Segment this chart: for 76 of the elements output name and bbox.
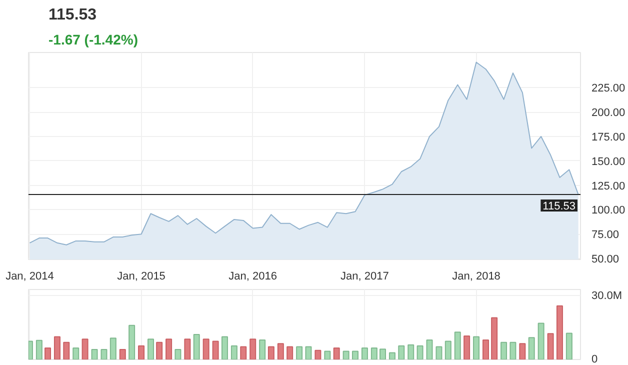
bar	[296, 346, 303, 360]
bar	[314, 350, 322, 360]
y-tick-label: 0	[592, 354, 598, 365]
bar	[240, 346, 247, 360]
bar	[510, 342, 516, 360]
bar	[436, 346, 442, 360]
x-tick-label: Jan, 2015	[117, 270, 166, 282]
x-tick-label: Jan, 2017	[340, 270, 389, 282]
bar	[268, 346, 274, 360]
chart-subtitle: -1.67 (-1.42%)	[48, 32, 138, 48]
bar	[444, 340, 452, 360]
bar	[547, 333, 554, 360]
y-tick-label: 200.00	[592, 107, 626, 120]
bar	[324, 350, 331, 360]
bar	[388, 352, 396, 360]
bar	[193, 334, 200, 360]
bar	[352, 350, 358, 360]
y-tick-label: 225.00	[592, 82, 626, 95]
bar	[100, 349, 108, 360]
bar	[305, 346, 312, 360]
y-tick-label: 150.00	[592, 156, 626, 168]
bar	[259, 339, 266, 360]
x-tick-label: Jan, 2018	[452, 270, 500, 282]
bar	[36, 340, 42, 360]
bar	[82, 338, 88, 360]
bar	[482, 339, 489, 360]
bar	[342, 350, 350, 360]
bar	[398, 345, 405, 360]
ref-line-label: 115.53	[542, 200, 576, 213]
y-tick-label: 30.0M	[592, 290, 622, 302]
bar	[54, 336, 60, 360]
bar	[556, 305, 563, 360]
bar	[128, 324, 136, 360]
bar	[174, 349, 182, 360]
bar	[221, 336, 228, 360]
y-tick-label: 75.00	[592, 229, 620, 242]
bar	[230, 345, 238, 360]
bar	[416, 345, 424, 360]
bar	[212, 340, 219, 360]
x-tick-label: Jan, 2016	[228, 270, 278, 282]
bar	[250, 338, 256, 360]
bar	[408, 344, 414, 360]
bar	[110, 338, 116, 360]
bar	[156, 342, 163, 360]
bar	[528, 337, 535, 360]
bar	[44, 348, 52, 360]
bar	[91, 349, 98, 360]
bar	[426, 339, 433, 360]
y-tick-label: 100.00	[592, 204, 626, 217]
bar	[119, 349, 126, 360]
bar	[361, 348, 368, 360]
bar	[473, 336, 480, 360]
chart-title: 115.53	[48, 6, 97, 24]
bar	[566, 332, 572, 360]
bar	[166, 338, 172, 360]
bar	[519, 343, 526, 360]
bar	[286, 346, 294, 360]
bar	[379, 348, 386, 360]
bar	[63, 342, 70, 360]
bar	[538, 322, 544, 360]
x-tick-label: Jan, 2014	[6, 270, 54, 282]
bar	[454, 332, 461, 360]
bar	[370, 348, 378, 360]
bar	[277, 343, 284, 360]
y-tick-label: 50.00	[592, 254, 620, 266]
bar	[464, 335, 470, 360]
bar	[202, 338, 210, 360]
bar	[333, 348, 340, 360]
bar	[138, 345, 145, 360]
bar	[72, 348, 80, 360]
y-tick-label: 125.00	[592, 180, 626, 192]
bar	[148, 338, 154, 360]
bar	[491, 317, 498, 360]
bar	[184, 338, 191, 360]
bar	[500, 342, 508, 360]
y-tick-label: 175.00	[592, 131, 626, 144]
